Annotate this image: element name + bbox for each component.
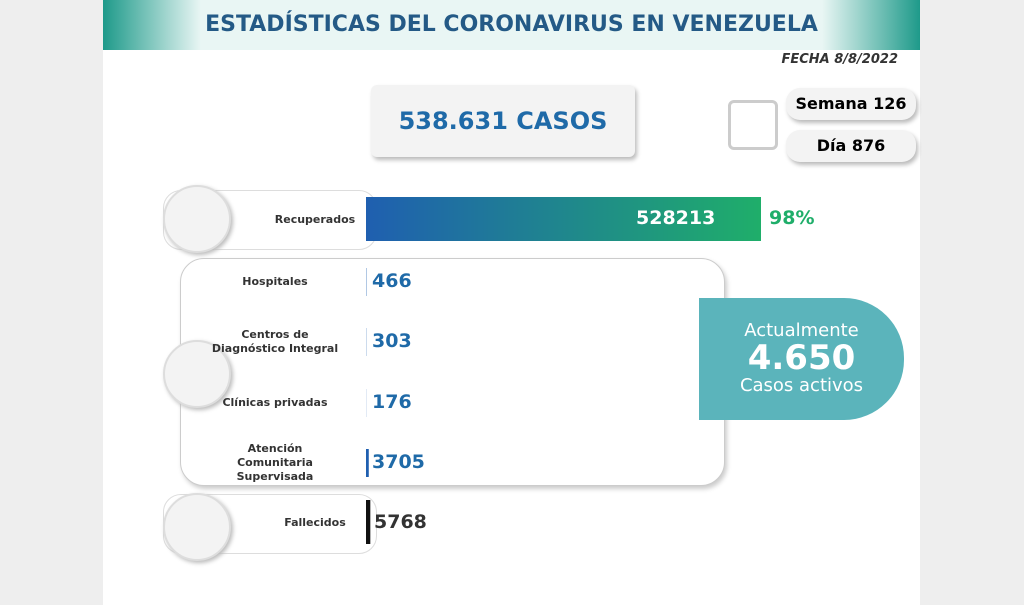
breakdown-label: Atención: [247, 442, 303, 455]
heart-icon: [163, 185, 231, 253]
deaths-label: Fallecidos: [284, 516, 346, 529]
breakdown-value: 303: [372, 330, 412, 352]
active-heading: Actualmente: [744, 320, 859, 341]
active-value: 4.650: [747, 338, 856, 378]
banner: [103, 0, 920, 50]
infographic: ESTADÍSTICAS DEL CORONAVIRUS EN VENEZUEL…: [103, 0, 920, 605]
date: FECHA 8/8/2022: [781, 52, 898, 67]
recovered-percent: 98%: [769, 207, 815, 229]
recovered-bar: [366, 197, 761, 241]
breakdown-label: Centros de: [241, 328, 309, 341]
breakdown-label: Hospitales: [242, 275, 308, 288]
recovered-value: 528213: [636, 207, 716, 229]
active-caption: Casos activos: [739, 375, 864, 396]
breakdown-label: Diagnóstico Integral: [211, 342, 339, 355]
breakdown-value: 3705: [372, 451, 425, 473]
day: Día 876: [786, 130, 916, 162]
week: Semana 126: [786, 88, 916, 120]
breakdown-bar: [366, 449, 369, 477]
deaths-bar: [366, 500, 371, 544]
breakdown-value: 466: [372, 270, 412, 292]
grave-icon: [163, 493, 231, 561]
breakdown-value: 176: [372, 391, 412, 413]
breakdown-label: Supervisada: [236, 470, 314, 483]
total-cases: 538.631 CASOS: [371, 85, 635, 157]
recovered-label: Recuperados: [274, 213, 356, 226]
hospital-icon: [163, 340, 231, 408]
breakdown-label: Clínicas privadas: [222, 396, 328, 409]
bars: [366, 197, 761, 544]
calendar-icon: [728, 100, 778, 150]
breakdown-label: Comunitaria: [237, 456, 313, 469]
title: ESTADÍSTICAS DEL CORONAVIRUS EN VENEZUEL…: [205, 12, 818, 37]
deaths-value: 5768: [374, 511, 427, 533]
active-box: Actualmente 4.650 Casos activos: [699, 298, 904, 420]
